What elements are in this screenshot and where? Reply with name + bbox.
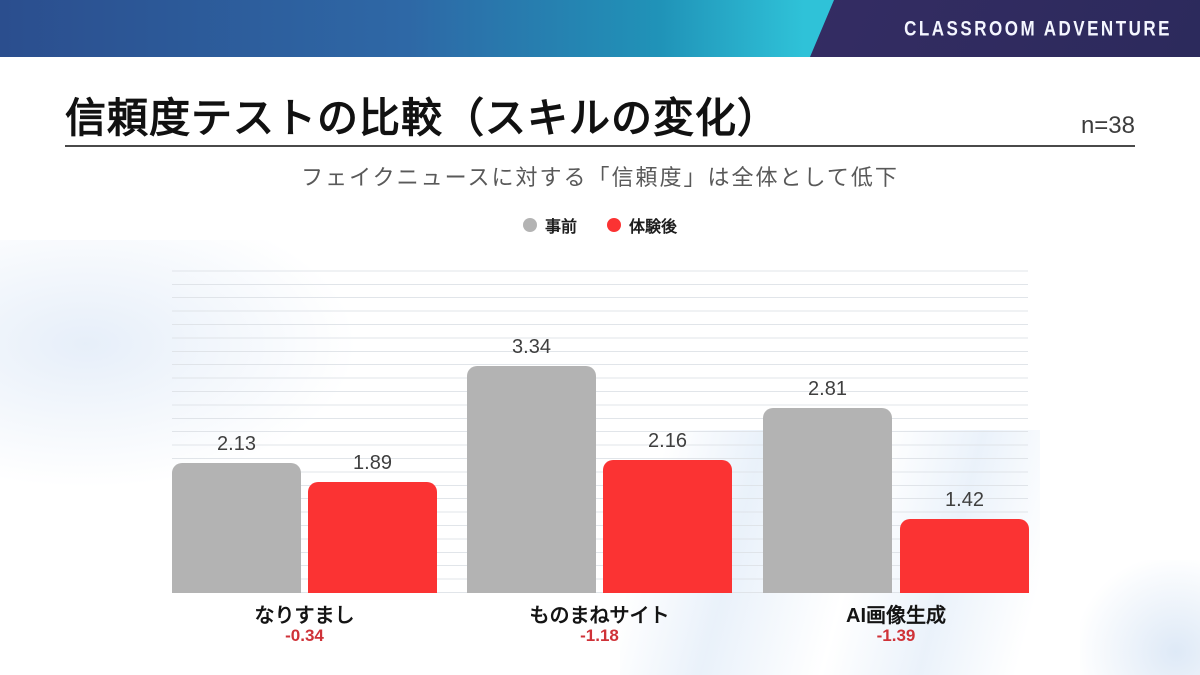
bar-post-2: [603, 460, 732, 593]
difference-label: -0.34: [285, 626, 324, 645]
category-label: AI画像生成: [846, 605, 946, 627]
legend-label-post: 体験後: [629, 219, 678, 236]
page-title: 信頼度テストの比較（スキルの変化）: [65, 95, 779, 141]
bar-pre-3: [763, 408, 892, 593]
bar-pre-1: [172, 463, 301, 593]
bar-value-label: 2.81: [808, 378, 847, 400]
category-axis: なりすまし ものまねサイト AI画像生成: [172, 599, 1028, 627]
legend-dot-post-icon: [607, 218, 621, 232]
title-underline: [65, 145, 1135, 147]
chart-plot: 2.13 1.89 3.34 2.16 2.81 1.42: [172, 258, 1029, 593]
legend-label-pre: 事前: [544, 219, 577, 236]
background-decoration: [1080, 560, 1200, 675]
difference-label: -1.18: [580, 626, 619, 645]
legend-item-post: 体験後: [607, 213, 677, 237]
brand-logo-text: CLASSROOM ADVENTURE: [904, 16, 1172, 40]
bar-value-label: 2.16: [648, 430, 687, 452]
bar-value-label: 1.42: [945, 489, 984, 511]
category-label: ものまねサイト: [529, 605, 670, 627]
sample-size-label: n=38: [1080, 112, 1135, 139]
legend-item-pre: 事前: [522, 213, 577, 237]
bar-value-label: 2.13: [217, 433, 256, 455]
top-banner: CLASSROOM ADVENTURE: [0, 0, 1200, 57]
legend-dot-pre-icon: [522, 218, 537, 232]
category-label: なりすまし: [254, 605, 355, 627]
chart-legend: 事前 体験後: [0, 213, 1200, 237]
bar-value-label: 3.34: [512, 336, 551, 358]
banner-diagonal-panel: [810, 0, 1200, 57]
bar-pre-2: [467, 366, 596, 593]
bar-post-3: [900, 519, 1029, 593]
subtitle: フェイクニュースに対する「信頼度」は全体として低下: [301, 165, 899, 190]
bar-value-label: 1.89: [353, 452, 392, 474]
difference-label: -1.39: [876, 626, 916, 645]
bar-post-1: [308, 482, 437, 593]
difference-row: -0.34 -1.18 -1.39: [172, 626, 1028, 648]
